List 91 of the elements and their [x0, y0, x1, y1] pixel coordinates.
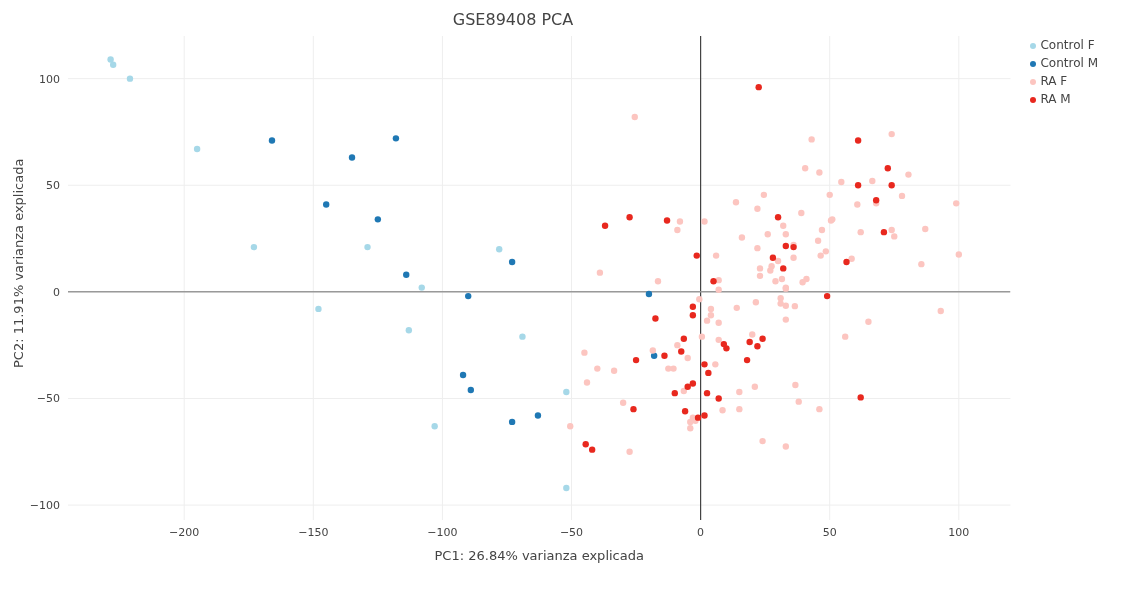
point	[746, 338, 753, 346]
point	[650, 352, 658, 360]
point	[519, 333, 526, 340]
point	[693, 252, 700, 259]
point	[678, 348, 685, 355]
point	[348, 154, 356, 161]
point	[323, 201, 330, 208]
legend-label: Control F	[1040, 38, 1095, 52]
point	[701, 361, 708, 368]
point	[857, 394, 864, 401]
point	[465, 292, 472, 300]
point	[601, 222, 609, 229]
chart-title: GSE89408 PCA	[451, 10, 575, 29]
legend-label: Control M	[1040, 56, 1098, 70]
point	[780, 265, 787, 272]
point	[663, 217, 671, 224]
point	[769, 254, 777, 261]
point	[467, 386, 474, 394]
point	[563, 484, 570, 492]
point	[364, 243, 371, 251]
point	[754, 343, 761, 350]
point	[405, 327, 413, 334]
point	[689, 303, 697, 310]
point	[759, 335, 766, 342]
point	[671, 389, 678, 397]
point	[689, 312, 697, 319]
point	[701, 412, 708, 419]
point	[107, 56, 114, 63]
point	[884, 164, 892, 172]
x-tick-label: −50	[559, 525, 584, 539]
point	[403, 271, 410, 278]
point	[888, 182, 895, 189]
point	[854, 137, 862, 144]
y-tick-label: 100	[39, 72, 60, 86]
point	[459, 371, 467, 379]
y-tick-label: −50	[36, 392, 60, 406]
point	[723, 345, 730, 352]
point	[126, 75, 134, 82]
point	[109, 61, 117, 68]
point	[715, 395, 722, 402]
point	[508, 418, 516, 426]
point	[250, 243, 258, 251]
point	[193, 145, 201, 153]
y-axis-title: PC2: 11.91% varianza explicada	[10, 158, 26, 368]
point	[652, 315, 659, 322]
point	[843, 258, 850, 266]
x-tick-label: 100	[948, 525, 970, 539]
point	[705, 369, 712, 377]
point	[703, 389, 711, 397]
point	[268, 137, 276, 144]
point	[632, 356, 640, 364]
point	[782, 242, 790, 250]
point	[626, 214, 633, 221]
point	[854, 182, 862, 189]
point	[689, 380, 697, 387]
point	[755, 83, 762, 91]
x-tick-label: −200	[169, 525, 200, 539]
point	[431, 422, 438, 430]
point	[508, 258, 516, 266]
point	[684, 383, 691, 390]
point	[392, 135, 400, 142]
x-tick-label: 50	[822, 525, 837, 539]
point	[694, 414, 702, 421]
point	[661, 352, 668, 360]
point	[823, 292, 831, 300]
point	[872, 196, 880, 204]
point	[374, 216, 382, 223]
point	[582, 441, 589, 448]
point	[680, 335, 688, 342]
x-tick-label: −100	[427, 525, 458, 539]
point	[563, 388, 570, 396]
point	[315, 305, 322, 313]
x-axis-title: PC1: 26.84% varianza explicada	[434, 548, 644, 563]
point	[496, 246, 503, 253]
point	[588, 446, 596, 453]
x-tick-label: 0	[697, 525, 705, 539]
point	[418, 284, 425, 291]
point	[534, 412, 542, 419]
point	[710, 278, 717, 285]
point	[743, 356, 751, 364]
y-tick-label: 50	[46, 179, 60, 193]
point	[880, 228, 888, 236]
point	[774, 214, 782, 221]
y-tick-label: 0	[53, 285, 60, 299]
point	[645, 290, 653, 298]
legend-label: RA M	[1040, 92, 1071, 106]
point	[630, 405, 637, 413]
legend-label: RA F	[1040, 74, 1068, 88]
y-tick-label: −100	[29, 498, 60, 512]
point	[681, 408, 689, 415]
x-tick-label: −150	[298, 525, 329, 539]
